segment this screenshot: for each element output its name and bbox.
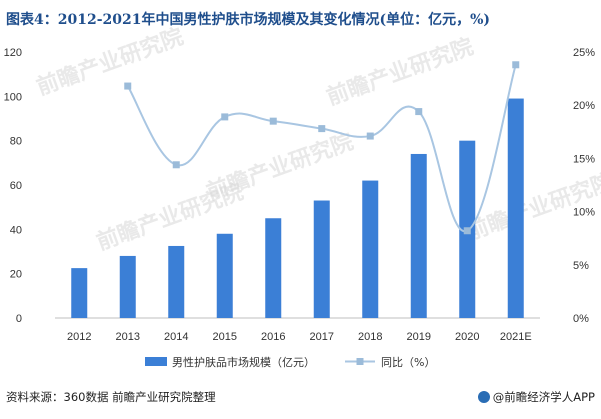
growth-marker bbox=[512, 61, 520, 69]
legend-bar-label: 男性护肤品市场规模（亿元） bbox=[172, 355, 315, 369]
bar bbox=[313, 200, 330, 318]
y-right-tick-label: 10% bbox=[573, 207, 595, 219]
watermark-text: 前瞻产业研究院 bbox=[33, 24, 187, 101]
y-left-tick-label: 120 bbox=[4, 47, 22, 59]
x-tick-label: 2015 bbox=[213, 331, 237, 343]
growth-marker bbox=[269, 117, 277, 125]
line-series bbox=[124, 61, 520, 235]
legend-bar-swatch bbox=[145, 357, 167, 366]
growth-marker bbox=[463, 227, 471, 235]
x-tick-label: 2013 bbox=[116, 331, 140, 343]
y-right-tick-label: 15% bbox=[573, 153, 595, 165]
x-tick-label: 2014 bbox=[164, 331, 188, 343]
x-tick-label: 2020 bbox=[455, 331, 479, 343]
bar bbox=[410, 153, 427, 318]
legend: 男性护肤品市场规模（亿元） 同比（%） bbox=[145, 355, 435, 369]
x-tick-label: 2018 bbox=[358, 331, 382, 343]
source-note: 资料来源：360数据 前瞻产业研究院整理 bbox=[6, 390, 216, 404]
growth-marker bbox=[366, 132, 374, 140]
x-tick-label: 2016 bbox=[261, 331, 285, 343]
y-right-tick-label: 20% bbox=[573, 100, 595, 112]
x-tick-label: 2017 bbox=[310, 331, 334, 343]
bar-series bbox=[71, 98, 524, 318]
y-left-tick-label: 0 bbox=[16, 313, 22, 325]
watermark-text: 前瞻产业研究院 bbox=[323, 34, 477, 111]
y-right-tick-label: 25% bbox=[573, 47, 595, 59]
x-tick-label: 2012 bbox=[67, 331, 91, 343]
y-right-tick-label: 0% bbox=[573, 313, 589, 325]
legend-line-label: 同比（%） bbox=[381, 356, 435, 369]
axes-group: 0 20 40 60 80 100 120 0% 5% 10% 15% 20% 25% 2012 2013 2… bbox=[4, 47, 596, 343]
bar bbox=[216, 233, 233, 318]
growth-marker bbox=[172, 161, 180, 169]
brand-text: @前瞻经济学人APP bbox=[492, 390, 595, 404]
growth-marker bbox=[221, 113, 229, 121]
y-left-tick-label: 40 bbox=[10, 224, 22, 236]
y-left-tick-label: 80 bbox=[10, 136, 22, 148]
x-tick-label: 2021E bbox=[500, 331, 532, 343]
y-left-tick-label: 20 bbox=[10, 269, 22, 281]
y-left-tick-label: 60 bbox=[10, 180, 22, 192]
bar bbox=[265, 218, 282, 318]
x-tick-label: 2019 bbox=[407, 331, 431, 343]
bar bbox=[119, 255, 136, 318]
bar bbox=[71, 268, 88, 318]
legend-line-marker bbox=[356, 358, 364, 365]
bar bbox=[168, 245, 185, 318]
bar bbox=[507, 98, 524, 318]
growth-marker bbox=[415, 108, 423, 116]
growth-marker bbox=[124, 82, 132, 90]
brand-logo-icon bbox=[477, 391, 490, 403]
y-right-tick-label: 5% bbox=[573, 260, 589, 272]
y-left-tick-label: 100 bbox=[4, 91, 22, 103]
brand-note: @前瞻经济学人APP bbox=[477, 389, 595, 405]
bar bbox=[362, 180, 379, 318]
chart-title: 图表4：2012-2021年中国男性护肤市场规模及其变化情况(单位：亿元，%) bbox=[6, 12, 491, 28]
growth-marker bbox=[318, 125, 326, 133]
